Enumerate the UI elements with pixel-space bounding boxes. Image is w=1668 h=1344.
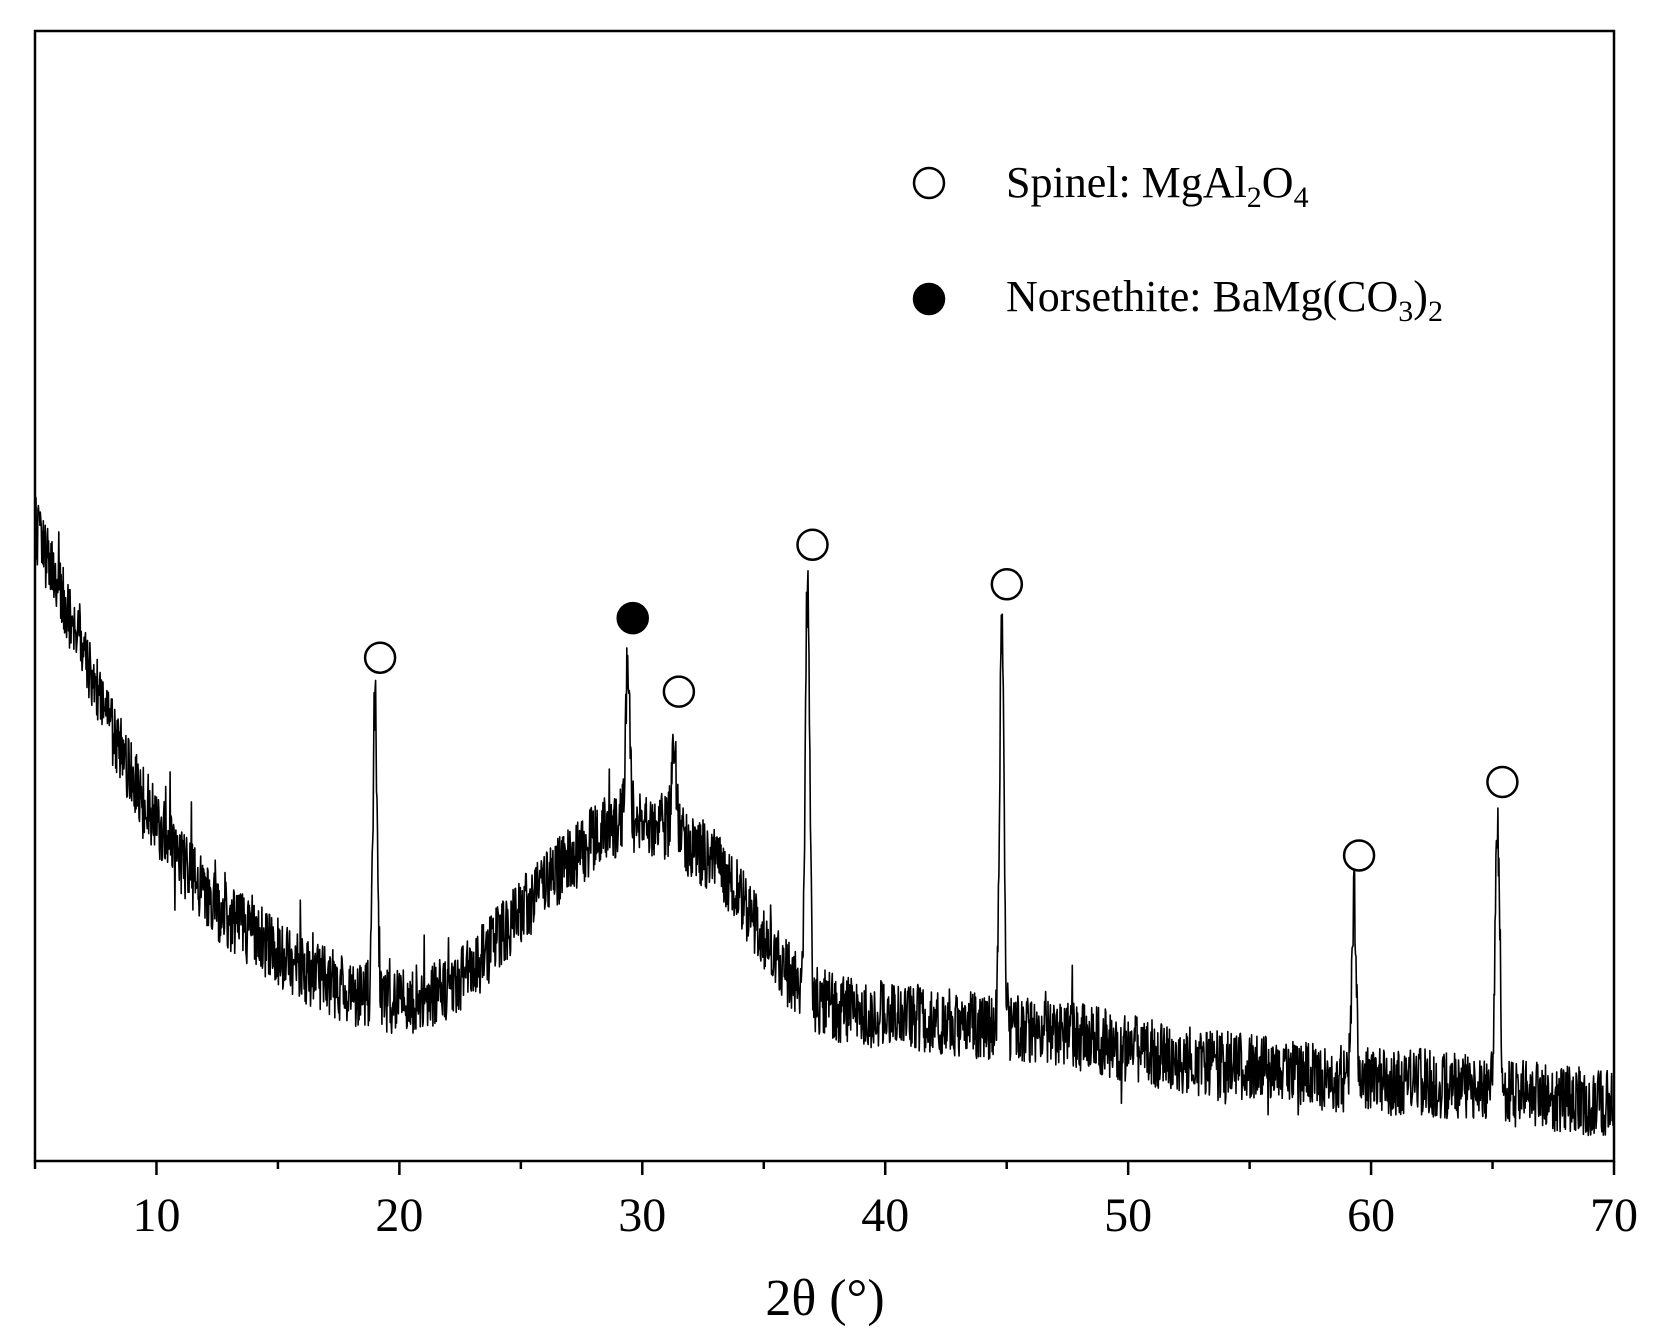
x-tick-label: 20 — [375, 1189, 423, 1242]
legend-label-spinel: Spinel: MgAl2O4 — [1006, 158, 1309, 214]
x-tick-label: 60 — [1347, 1189, 1395, 1242]
legend-label-norsethite: Norsethite: BaMg(CO3)2 — [1006, 272, 1443, 328]
spinel-peak-marker — [1342, 839, 1376, 872]
legend: Spinel: MgAl2O4 Norsethite: BaMg(CO3)2 — [912, 158, 1443, 328]
spinel-peak-marker — [796, 528, 829, 561]
x-tick-label: 10 — [132, 1189, 180, 1242]
x-tick-label: 70 — [1590, 1189, 1638, 1242]
peak-markers — [363, 528, 1519, 872]
spinel-peak-marker — [990, 568, 1024, 601]
spinel-peak-marker — [363, 641, 397, 674]
spinel-peak-marker — [1486, 765, 1519, 799]
legend-filled-circle-marker — [912, 282, 946, 316]
legend-open-circle-marker — [912, 166, 946, 200]
xrd-series-line — [35, 496, 1614, 1138]
x-axis-title: 2θ (°) — [765, 1270, 884, 1327]
spinel-peak-marker — [662, 675, 696, 708]
x-tick-label: 50 — [1104, 1189, 1152, 1242]
x-tick-label: 40 — [861, 1189, 909, 1242]
plot-frame — [33, 29, 1616, 1163]
x-axis-ticks: 10 20 30 40 50 60 70 — [33, 1161, 1638, 1242]
x-tick-label: 30 — [618, 1189, 666, 1242]
xrd-pattern — [35, 496, 1614, 1138]
norsethite-peak-marker — [616, 601, 649, 635]
